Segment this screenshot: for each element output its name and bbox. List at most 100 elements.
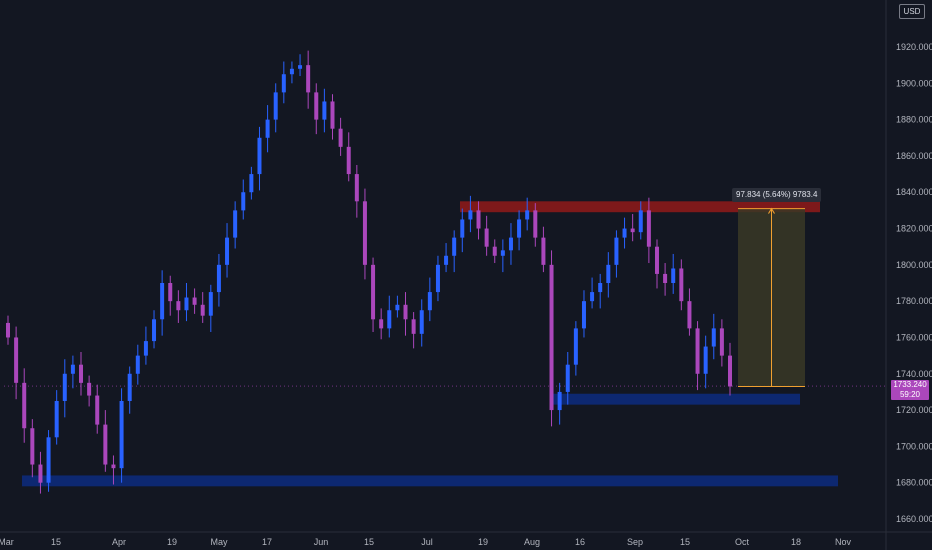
price-tick-label: 1820.000 — [896, 224, 932, 234]
candle-body — [549, 264, 554, 411]
candle-body — [703, 346, 708, 374]
price-axis[interactable]: 1660.000 1680.000 1700.000 1720.000 1740.000… — [896, 42, 932, 524]
price-tick-label: 1680.000 — [896, 478, 932, 488]
price-tick-label: 1760.000 — [896, 332, 932, 342]
candle-body — [695, 328, 700, 374]
price-tick-label: 1740.000 — [896, 369, 932, 379]
measure-layer — [738, 207, 805, 387]
candle-body — [630, 228, 635, 233]
candle-body — [565, 364, 570, 392]
candle-body — [362, 201, 367, 265]
candle-body — [95, 395, 100, 425]
price-tick-label: 1860.000 — [896, 151, 932, 161]
candle-body — [354, 174, 359, 202]
time-tick-label: 15 — [364, 537, 374, 547]
time-tick-label: Oct — [735, 537, 750, 547]
candle-body — [314, 92, 319, 120]
candle-body — [103, 424, 108, 465]
candle-body — [135, 355, 140, 374]
candle-body — [371, 264, 376, 320]
time-tick-label: Mar — [0, 537, 14, 547]
candle-body — [46, 437, 51, 483]
candle-body — [289, 68, 294, 75]
candle-body — [379, 319, 384, 329]
time-tick-label: Aug — [524, 537, 540, 547]
candle-body — [233, 210, 238, 238]
time-tick-label: Nov — [835, 537, 852, 547]
currency-badge[interactable]: USD — [899, 4, 925, 19]
candle-body — [476, 210, 481, 229]
time-tick-label: Jun — [314, 537, 329, 547]
candle-body — [646, 210, 651, 247]
candle-body — [346, 146, 351, 175]
candle-body — [395, 304, 400, 311]
current-price-label: 1733.240 59:20 — [891, 380, 929, 400]
candle-body — [492, 246, 497, 256]
candle-body — [452, 237, 457, 256]
time-tick-label: 19 — [478, 537, 488, 547]
candle-body — [192, 297, 197, 305]
candle-body — [622, 228, 627, 238]
candle-body — [152, 319, 157, 342]
price-tick-label: 1920.000 — [896, 42, 932, 52]
candle-body — [533, 210, 538, 238]
candle-body — [6, 322, 10, 338]
time-tick-label: 15 — [680, 537, 690, 547]
candle-body — [728, 355, 732, 387]
candle-body — [541, 237, 546, 265]
candle-body — [143, 341, 148, 356]
candle-body — [249, 174, 254, 193]
candle-body — [298, 65, 303, 69]
price-tick-label: 1700.000 — [896, 441, 932, 451]
candle-body — [484, 228, 489, 247]
candle-body — [22, 382, 27, 429]
time-tick-label: 19 — [167, 537, 177, 547]
candle-body — [306, 65, 311, 93]
candle-body — [338, 128, 343, 147]
price-tick-label: 1660.000 — [896, 514, 932, 524]
candle-body — [38, 464, 43, 483]
price-tick-label: 1780.000 — [896, 296, 932, 306]
candle-body — [419, 310, 424, 334]
candle-body — [322, 101, 327, 120]
price-tick-label: 1840.000 — [896, 187, 932, 197]
candle-body — [257, 137, 262, 175]
support-zone — [551, 393, 800, 405]
zones-layer — [22, 201, 838, 487]
candle-body — [590, 292, 595, 302]
candle-body — [273, 92, 278, 120]
candle-body — [573, 328, 578, 365]
candle-body — [581, 301, 586, 329]
candle-body — [54, 401, 59, 438]
candle-body — [62, 373, 67, 401]
candle-body — [557, 391, 562, 411]
price-tick-label: 1900.000 — [896, 78, 932, 88]
candle-body — [265, 119, 270, 138]
time-tick-label: 15 — [51, 537, 61, 547]
candle-body — [460, 219, 465, 238]
time-axis[interactable]: Mar 15 Apr 19 May 17 Jun 15 Jul 19 Aug 16 Sep 15 Oct 18… — [0, 537, 851, 547]
time-tick-label: 18 — [791, 537, 801, 547]
support-zone — [22, 475, 838, 487]
measure-label: 97.834 (5.64%) 9783.4 — [732, 188, 822, 202]
candle-body — [387, 310, 392, 329]
price-tick-label: 1880.000 — [896, 115, 932, 125]
candle-body — [435, 264, 440, 293]
candle-body — [444, 255, 449, 265]
candle-body — [411, 319, 416, 334]
candle-body — [687, 301, 692, 329]
countdown-timer: 59:20 — [899, 390, 921, 399]
resistance-zone — [460, 201, 820, 213]
candle-body — [30, 428, 35, 465]
candle-body — [638, 210, 643, 233]
candle-body — [330, 101, 335, 129]
candle-body — [517, 219, 522, 238]
candle-body — [176, 301, 181, 311]
candle-body — [208, 292, 213, 316]
candle-body — [281, 74, 286, 93]
candle-body — [598, 283, 603, 293]
candles-layer — [6, 50, 732, 494]
time-tick-label: Jul — [421, 537, 433, 547]
